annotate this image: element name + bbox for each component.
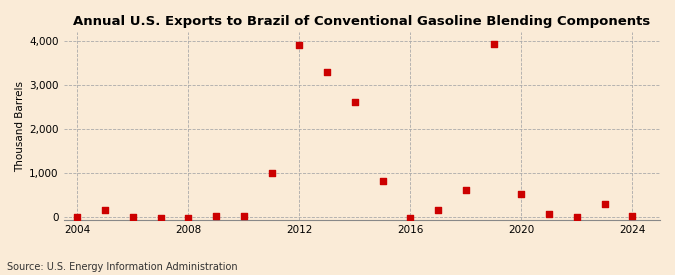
Text: Source: U.S. Energy Information Administration: Source: U.S. Energy Information Administ… [7, 262, 238, 272]
Point [516, 192, 526, 197]
Point [377, 178, 388, 183]
Point [211, 213, 221, 218]
Point [294, 43, 304, 47]
Point [183, 216, 194, 220]
Point [543, 211, 554, 216]
Point [488, 42, 499, 46]
Point [322, 70, 333, 75]
Point [571, 215, 582, 219]
Point [72, 215, 83, 219]
Point [155, 216, 166, 220]
Title: Annual U.S. Exports to Brazil of Conventional Gasoline Blending Components: Annual U.S. Exports to Brazil of Convent… [73, 15, 651, 28]
Point [405, 216, 416, 220]
Point [599, 202, 610, 206]
Point [238, 213, 249, 218]
Point [433, 208, 443, 213]
Point [460, 187, 471, 192]
Point [627, 214, 638, 219]
Point [128, 215, 138, 219]
Y-axis label: Thousand Barrels: Thousand Barrels [15, 81, 25, 172]
Point [350, 99, 360, 104]
Point [100, 208, 111, 213]
Point [266, 170, 277, 175]
